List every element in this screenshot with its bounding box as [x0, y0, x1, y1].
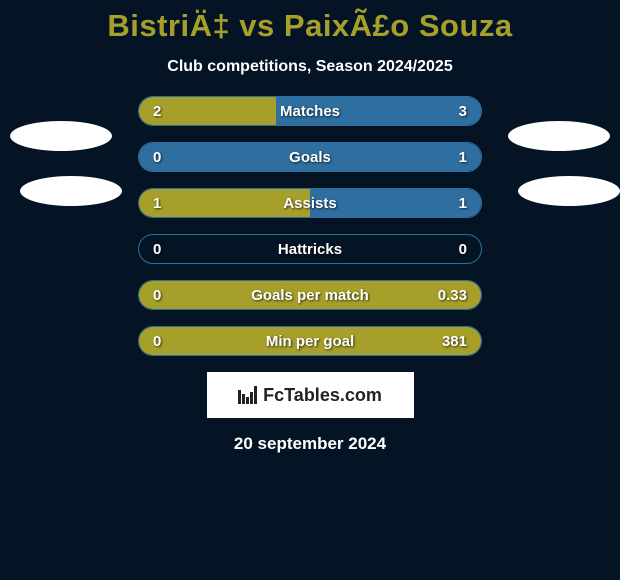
- stat-label: Matches: [139, 97, 481, 125]
- stat-row: 23Matches: [138, 96, 482, 126]
- stat-label: Min per goal: [139, 327, 481, 355]
- logo-bars-icon: [238, 386, 259, 404]
- stat-row: 01Goals: [138, 142, 482, 172]
- player-left-token-1: [10, 121, 112, 151]
- footer-date: 20 september 2024: [0, 434, 620, 454]
- stat-row: 00Hattricks: [138, 234, 482, 264]
- player-left-token-2: [20, 176, 122, 206]
- comparison-card: BistriÄ‡ vs PaixÃ£o Souza Club competiti…: [0, 0, 620, 580]
- stat-label: Assists: [139, 189, 481, 217]
- player-right-token-1: [508, 121, 610, 151]
- page-subtitle: Club competitions, Season 2024/2025: [0, 58, 620, 76]
- page-title: BistriÄ‡ vs PaixÃ£o Souza: [0, 0, 620, 44]
- fctables-logo: FcTables.com: [207, 372, 414, 418]
- player-right-token-2: [518, 176, 620, 206]
- logo-text: FcTables.com: [263, 385, 382, 406]
- stat-label: Goals: [139, 143, 481, 171]
- stat-row: 0381Min per goal: [138, 326, 482, 356]
- stat-row: 00.33Goals per match: [138, 280, 482, 310]
- stats-panel: 23Matches 01Goals 11Assists 00Hattricks 00.3…: [138, 96, 482, 356]
- stat-label: Hattricks: [139, 235, 481, 263]
- stat-label: Goals per match: [139, 281, 481, 309]
- stat-row: 11Assists: [138, 188, 482, 218]
